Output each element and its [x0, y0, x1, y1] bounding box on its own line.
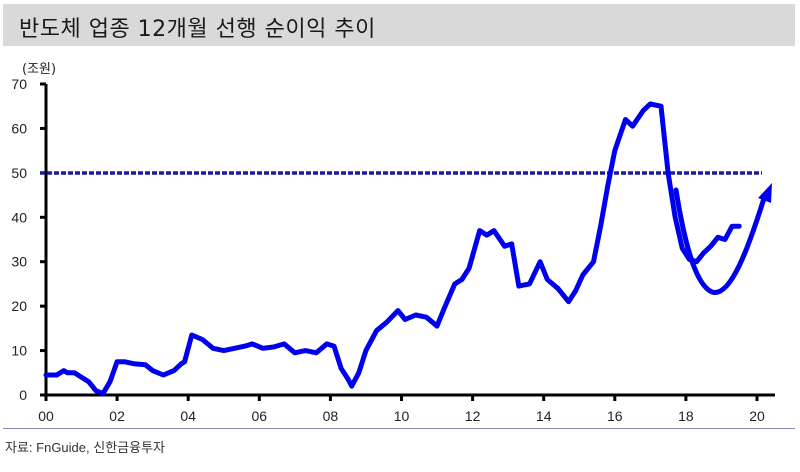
- svg-text:14: 14: [536, 408, 552, 424]
- rebound-arrow: [673, 183, 772, 295]
- svg-text:02: 02: [109, 408, 125, 424]
- svg-text:60: 60: [11, 120, 27, 136]
- svg-text:20: 20: [11, 298, 27, 314]
- svg-text:20: 20: [749, 408, 765, 424]
- svg-text:16: 16: [607, 408, 623, 424]
- x-axis: 00 02 04 06 08 10 12 14 16 18 20: [38, 393, 775, 424]
- svg-text:10: 10: [394, 408, 410, 424]
- y-axis: 0 10 20 30 40 50 60 70: [11, 76, 48, 403]
- svg-text:50: 50: [11, 165, 27, 181]
- source-separator: [3, 428, 795, 429]
- svg-text:06: 06: [252, 408, 268, 424]
- svg-text:08: 08: [323, 408, 339, 424]
- svg-text:30: 30: [11, 254, 27, 270]
- svg-text:70: 70: [11, 76, 27, 92]
- earnings-line: [43, 101, 742, 397]
- svg-text:12: 12: [465, 408, 481, 424]
- y-axis-unit-label: (조원): [22, 62, 57, 77]
- title-bar: 반도체 업종 12개월 선행 순이익 추이: [3, 4, 795, 46]
- svg-text:00: 00: [38, 408, 54, 424]
- svg-text:40: 40: [11, 209, 27, 225]
- source-note: 자료: FnGuide, 신한금융투자: [5, 440, 165, 455]
- chart-title: 반도체 업종 12개월 선행 순이익 추이: [19, 17, 376, 42]
- svg-text:18: 18: [678, 408, 694, 424]
- svg-text:10: 10: [11, 343, 27, 359]
- svg-text:0: 0: [19, 387, 27, 403]
- svg-text:04: 04: [180, 408, 196, 424]
